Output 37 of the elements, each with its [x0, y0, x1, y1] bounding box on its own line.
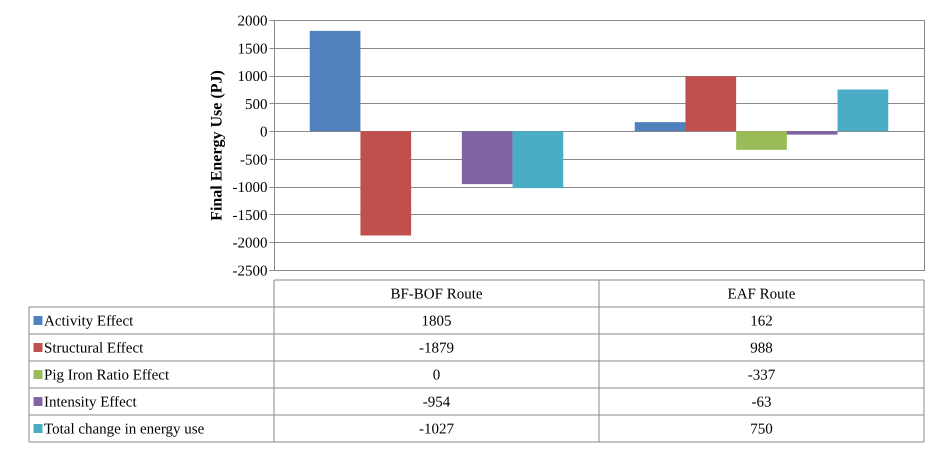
data-label: -1027 [419, 422, 454, 438]
bar [310, 30, 360, 132]
legend-label: Activity Effect [44, 314, 134, 330]
y-tick-label: 1500 [238, 41, 268, 58]
y-tick-label: -1500 [232, 208, 268, 224]
y-tick-label: -2500 [232, 264, 268, 280]
data-label: 0 [432, 368, 440, 384]
bar [462, 131, 513, 184]
bar [360, 131, 412, 236]
bar [736, 131, 787, 150]
y-tick-label: 500 [245, 96, 268, 113]
data-label: -954 [422, 394, 451, 410]
data-label: -63 [752, 394, 772, 410]
bar [512, 131, 564, 188]
bar [786, 131, 838, 135]
legend-label: Structural Effect [44, 340, 144, 356]
bar [634, 122, 686, 132]
bar [838, 89, 888, 132]
y-tick-label: -500 [240, 152, 268, 168]
data-label: -337 [748, 368, 776, 384]
data-label: 750 [750, 422, 773, 438]
x-tick-label: BF-BOF Route [390, 286, 483, 302]
y-tick-label: -2000 [232, 236, 268, 252]
x-tick-label: EAF Route [728, 286, 796, 302]
legend-label: Pig Iron Ratio Effect [44, 368, 170, 384]
bar [685, 76, 736, 132]
data-label: 162 [750, 314, 773, 330]
y-tick-label: -1000 [232, 180, 268, 196]
legend-label: Total change in energy use [44, 422, 205, 438]
y-tick-label: 0 [260, 124, 268, 141]
data-label: -1879 [419, 340, 454, 356]
y-axis-title: Final Energy Use (PJ) [208, 70, 226, 221]
data-label: 1805 [422, 314, 452, 330]
data-label: 988 [750, 340, 773, 356]
legend-label: Intensity Effect [44, 394, 138, 410]
y-tick-label: 1000 [238, 69, 268, 86]
y-tick-label: 2000 [238, 14, 268, 30]
